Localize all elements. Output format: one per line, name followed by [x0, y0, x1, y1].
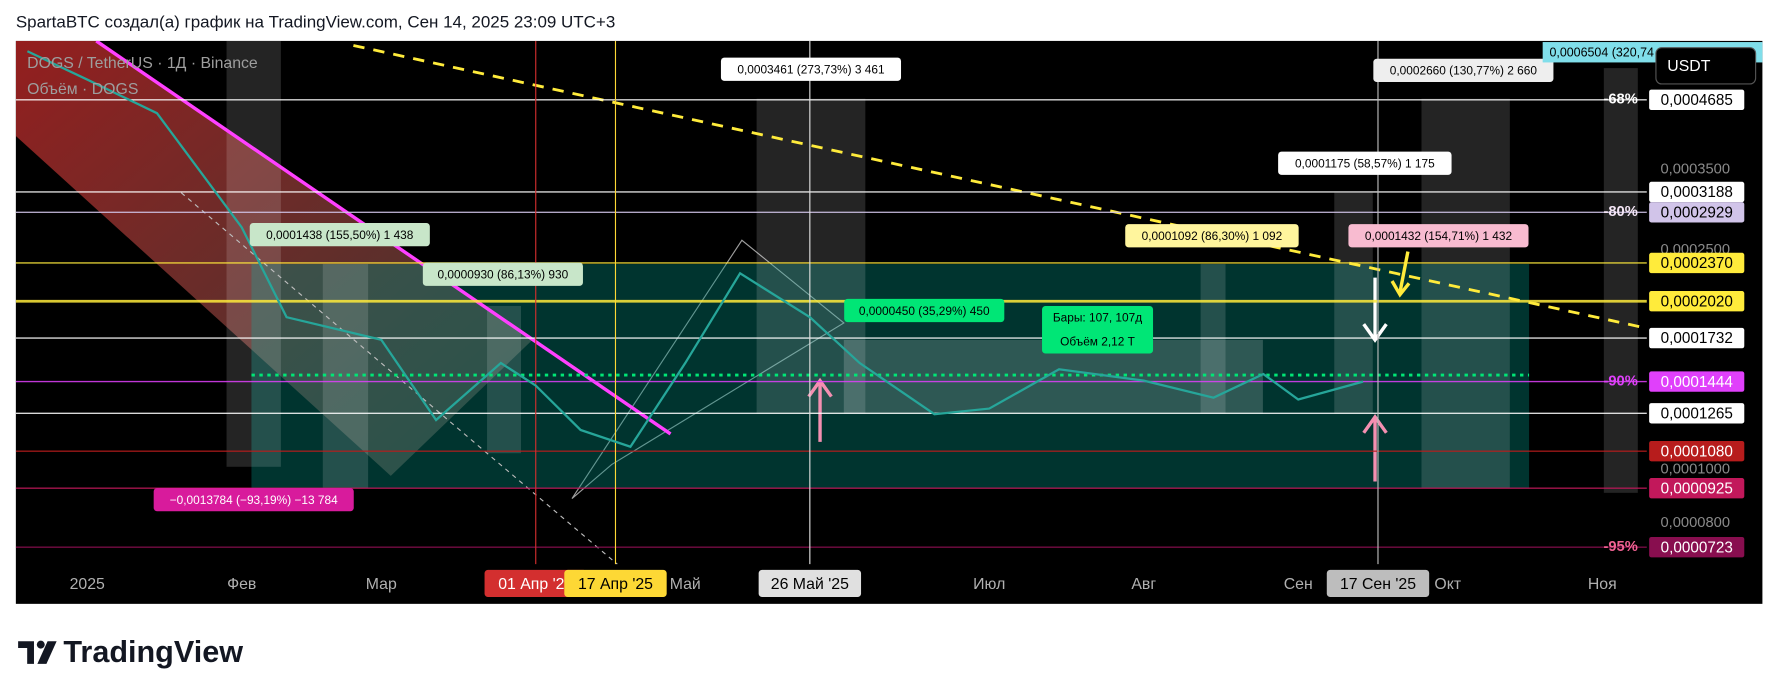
price-label-box [1649, 202, 1745, 223]
price-label-box [1649, 371, 1745, 392]
measure-label: 0,0001438 (155,50%) 1 438 [266, 228, 414, 242]
measure-label-box [249, 222, 430, 247]
price-label-box [1649, 440, 1745, 462]
time-tick-label: Окт [1434, 576, 1461, 593]
time-tick-label: Июл [973, 576, 1005, 593]
measure-label-box [1125, 224, 1299, 248]
bars-info: Объём 2,12 T [1060, 334, 1135, 348]
price-label: 0,0001444 [1661, 374, 1734, 391]
measure-label: 0,0000450 (35,29%) 450 [859, 304, 990, 318]
price-label-box [1649, 478, 1745, 499]
logo-icon [37, 641, 57, 664]
arrow-up [807, 377, 833, 442]
measure-label: 0,0003461 (273,73%) 3 461 [737, 63, 885, 77]
price-label: 0,0002020 [1661, 293, 1733, 310]
tradingview-logo: TradingView [18, 635, 243, 669]
price-label: 0,0001265 [1661, 405, 1733, 422]
price-label: 0,0001732 [1661, 330, 1733, 347]
brand: TradingView [63, 635, 243, 669]
time-tick-label: Сен [1284, 576, 1313, 593]
time-marker-label-box [1326, 569, 1430, 598]
bars-info: Бары: 107, 107д [1053, 311, 1142, 325]
logo-icon [36, 640, 45, 649]
time-tick-label: 2025 [70, 576, 105, 593]
arrow-down [1390, 251, 1411, 298]
price-label-box [1649, 252, 1745, 274]
measure-label: 0,0001092 (86,30%) 1 092 [1142, 229, 1283, 243]
time-tick-label: Ноя [1588, 576, 1617, 593]
fib-label: -95% [1603, 539, 1637, 555]
price-label-box [1649, 327, 1745, 349]
dashed-trend-line [353, 44, 1647, 330]
time-marker-label: 17 Сен '25 [1340, 576, 1416, 593]
measure-label-box [1348, 224, 1529, 248]
measure-label: 0,0001432 (154,71%) 1 432 [1365, 229, 1512, 243]
price-label-box [1649, 537, 1745, 558]
price-label-box [1649, 291, 1745, 312]
fib-label: -80% [1603, 204, 1637, 220]
price-label: 0,0003188 [1661, 184, 1733, 201]
measure-label-box [844, 298, 1005, 323]
price-label: 0,0002370 [1661, 255, 1733, 272]
measure-label-box [153, 488, 354, 512]
time-marker-label: 17 Апр '25 [578, 576, 653, 593]
price-label: 0,0002929 [1661, 204, 1733, 221]
currency-box [1655, 47, 1757, 85]
time-tick-label: Фев [227, 576, 256, 593]
measure-label-box [1373, 58, 1554, 82]
measure-box [487, 305, 522, 454]
header-title: SpartaBTC создал(а) график на TradingVie… [16, 12, 615, 31]
descending-channel [15, 40, 533, 476]
time-marker-label-box [564, 569, 667, 598]
time-tick-label: Май [670, 576, 701, 593]
measure-label: −0,0013784 (−93,19%) −13 784 [170, 493, 338, 507]
arrow-down [1362, 277, 1388, 343]
measure-label: 0,0000930 (86,13%) 930 [438, 268, 569, 282]
time-tick-label: Авг [1131, 576, 1156, 593]
time-marker-label: 01 Апр '25 [498, 576, 573, 593]
triangle-pattern [571, 239, 845, 499]
price-grid-label: 0,0003500 [1660, 162, 1730, 178]
time-tick-label: Мар [366, 576, 397, 593]
price-line [26, 50, 1364, 449]
measure-label: 0,0002660 (130,77%) 2 660 [1390, 64, 1538, 78]
measure-label-box [720, 57, 902, 81]
bars-info-box [1042, 305, 1154, 354]
currency: USDT [1667, 58, 1710, 75]
measure-box [756, 98, 866, 414]
price-label: 0,0000723 [1661, 539, 1733, 556]
price-label: 0,0001080 [1661, 443, 1733, 460]
price-grid-label: 0,0000800 [1660, 515, 1730, 531]
arrow-up [1362, 414, 1388, 482]
price-label: 0,0004685 [1661, 92, 1733, 109]
fib-label: -68% [1603, 92, 1637, 108]
time-marker-label-box [484, 569, 587, 598]
measure-label-box [422, 262, 583, 286]
measure-box [1603, 68, 1638, 493]
measure-label: 0,0001175 (58,57%) 1 175 [1295, 157, 1435, 171]
price-label-box [1649, 89, 1745, 111]
logo-icon [18, 641, 34, 664]
measure-box [322, 264, 369, 489]
fib-label: -90% [1603, 373, 1637, 389]
symbol-legend: DOGS / TetherUS · 1Д · Binance [27, 55, 258, 72]
price-label: 0,0000925 [1661, 480, 1733, 497]
price-grid-label: 0,0001000 [1660, 461, 1730, 477]
time-marker-label-box [758, 569, 862, 598]
price-label-box [1649, 403, 1745, 424]
measure-label-box [1278, 151, 1452, 175]
price-label-box [1649, 181, 1745, 203]
time-marker-label: 26 Май '25 [771, 576, 849, 593]
top-label: 0,0006504 (320,74 [1549, 46, 1654, 60]
measure-box [1200, 264, 1226, 414]
volume-legend: Объём · DOGS [27, 81, 138, 98]
